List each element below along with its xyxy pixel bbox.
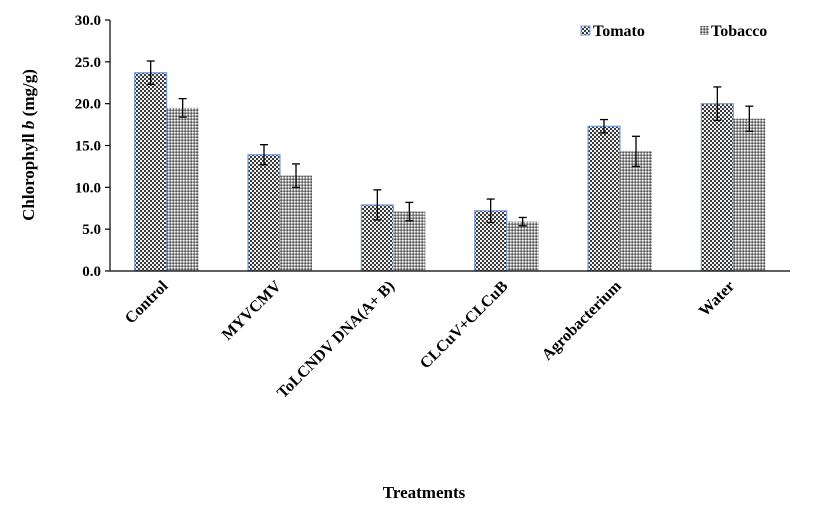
bars-layer <box>134 72 766 272</box>
bar-tomato-5 <box>700 103 734 272</box>
y-axis-title: Chlorophyll b (mg/g) <box>19 69 38 221</box>
y-tick-label-1: 5.0 <box>82 222 101 238</box>
error-bar-tomato-1 <box>260 144 268 166</box>
y-axis-title-prefix: Chlorophyll <box>19 129 38 221</box>
bar-tobacco-0 <box>166 107 199 271</box>
error-bar-tobacco-5 <box>745 105 754 132</box>
y-tick-label-0: 0.0 <box>82 264 101 280</box>
y-axis-title-suffix: (mg/g) <box>19 69 38 120</box>
bar-tobacco-4 <box>620 151 652 271</box>
x-tick-label-5: Water <box>696 278 738 320</box>
legend-label-tomato: Tomato <box>593 23 645 40</box>
legend-label-tobacco: Tobacco <box>711 23 767 40</box>
x-tick-label-0: Control <box>122 277 172 327</box>
y-tick-label-3: 15.0 <box>75 139 101 155</box>
error-bars-layer <box>146 60 754 227</box>
y-tick-label-4: 20.0 <box>75 97 101 113</box>
bar-tobacco-1 <box>280 175 312 271</box>
bar-tomato-0 <box>134 72 168 272</box>
y-tick-label-6: 30.0 <box>75 13 101 29</box>
legend-swatch-tobacco <box>700 26 709 35</box>
bar-tobacco-2 <box>393 211 426 271</box>
error-bar-tobacco-1 <box>292 163 300 188</box>
axes-layer <box>105 19 790 272</box>
x-tick-label-1: MYVCMV <box>219 277 285 343</box>
error-bar-tomato-5 <box>713 86 722 122</box>
bar-tobacco-3 <box>506 221 539 271</box>
error-bar-tobacco-4 <box>632 135 640 168</box>
error-bar-tobacco-3 <box>518 216 527 227</box>
error-bar-tomato-0 <box>146 60 155 86</box>
error-bar-tobacco-2 <box>405 201 414 222</box>
y-tick-label-5: 25.0 <box>75 55 101 71</box>
legend-swatch-tomato <box>580 25 591 36</box>
x-axis-title: Treatments <box>383 483 466 502</box>
error-bar-tomato-3 <box>486 198 495 224</box>
error-bar-tomato-2 <box>373 189 382 221</box>
legend: Tomato Tobacco <box>580 23 767 40</box>
y-axis-title-italic: b <box>19 121 38 130</box>
y-tick-label-2: 10.0 <box>75 180 101 196</box>
bar-tomato-1 <box>247 154 281 272</box>
x-tick-label-2: ToLCNDV DNA(A+ B) <box>274 278 398 402</box>
error-bar-tomato-4 <box>600 118 608 134</box>
error-bar-tobacco-0 <box>178 97 187 118</box>
x-tick-label-3: CLCuV+CLCuB <box>417 278 512 373</box>
bar-tomato-4 <box>587 125 621 272</box>
y-tick-labels: 0.0 5.0 10.0 15.0 20.0 25.0 30.0 <box>75 13 101 280</box>
x-tick-label-4: Agrobacterium <box>539 277 625 363</box>
bar-tobacco-5 <box>733 118 766 271</box>
